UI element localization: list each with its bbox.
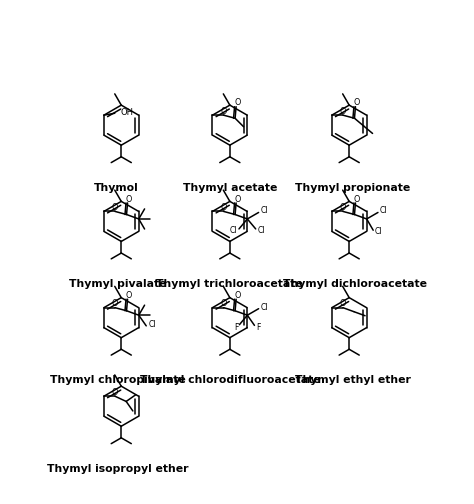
Text: Thymyl chlorodifluoroacetate: Thymyl chlorodifluoroacetate — [139, 375, 320, 386]
Text: O: O — [112, 299, 118, 308]
Text: O: O — [220, 203, 227, 212]
Text: O: O — [235, 98, 241, 107]
Text: Thymyl isopropyl ether: Thymyl isopropyl ether — [46, 464, 188, 474]
Text: Cl: Cl — [260, 303, 268, 311]
Text: Thymyl chloropivalate: Thymyl chloropivalate — [50, 375, 185, 386]
Text: OH: OH — [121, 108, 134, 117]
Text: O: O — [220, 107, 227, 116]
Text: O: O — [126, 195, 132, 204]
Text: Cl: Cl — [260, 207, 268, 215]
Text: F: F — [256, 323, 261, 332]
Text: Thymyl pivalate: Thymyl pivalate — [69, 279, 166, 289]
Text: O: O — [112, 203, 118, 212]
Text: O: O — [354, 98, 360, 107]
Text: Thymol: Thymol — [94, 183, 139, 193]
Text: Thymyl propionate: Thymyl propionate — [295, 183, 410, 193]
Text: Cl: Cl — [257, 226, 265, 235]
Text: O: O — [126, 291, 132, 300]
Text: O: O — [235, 195, 241, 204]
Text: O: O — [340, 203, 346, 212]
Text: Thymyl acetate: Thymyl acetate — [182, 183, 277, 193]
Text: O: O — [220, 299, 227, 308]
Text: Thymyl trichloroacetate: Thymyl trichloroacetate — [156, 279, 303, 289]
Text: Cl: Cl — [375, 227, 383, 236]
Text: Thymyl dichloroacetate: Thymyl dichloroacetate — [283, 279, 428, 289]
Text: Thymyl ethyl ether: Thymyl ethyl ether — [295, 375, 411, 386]
Text: O: O — [354, 195, 360, 204]
Text: F: F — [234, 323, 238, 332]
Text: Cl: Cl — [149, 320, 156, 329]
Text: O: O — [235, 291, 241, 300]
Text: O: O — [112, 388, 118, 397]
Text: O: O — [340, 107, 346, 116]
Text: O: O — [340, 299, 346, 308]
Text: Cl: Cl — [230, 226, 237, 235]
Text: Cl: Cl — [380, 207, 387, 215]
